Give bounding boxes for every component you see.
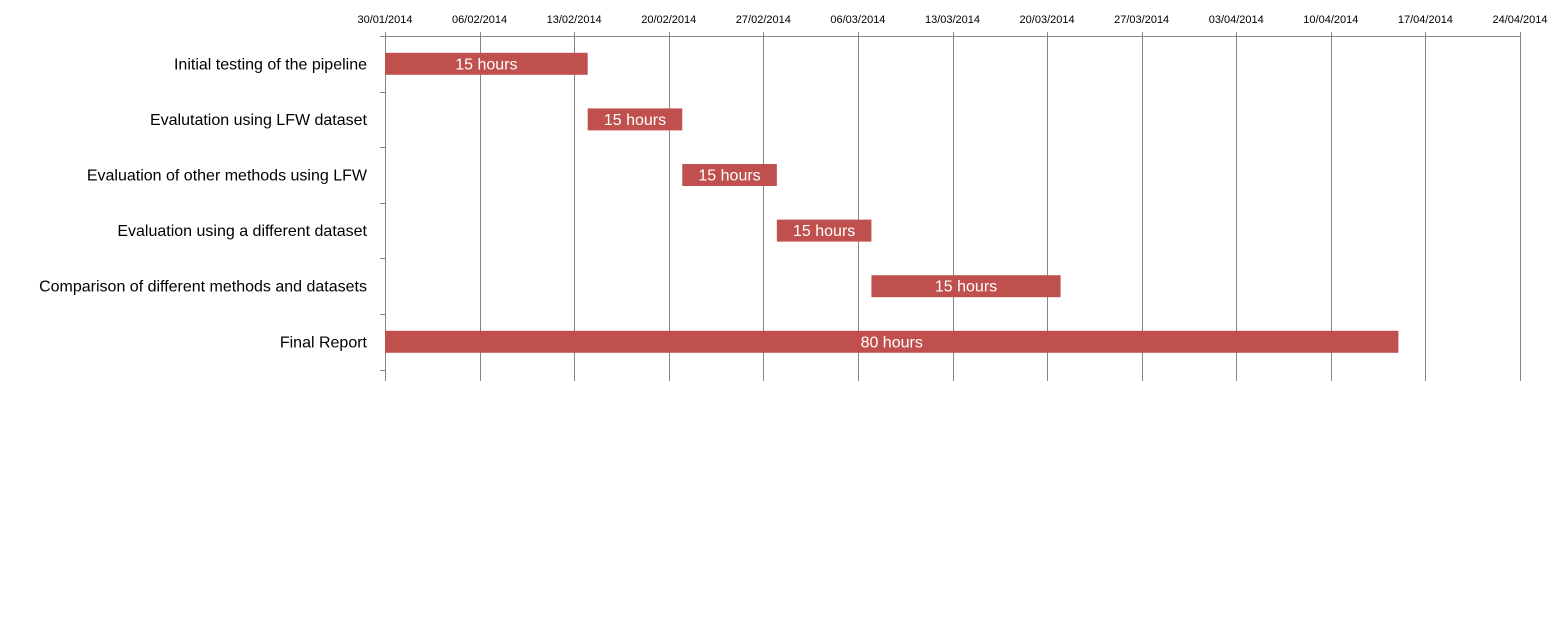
x-tick-label: 27/02/2014 <box>736 14 791 26</box>
task-bar <box>776 219 872 242</box>
task-name-label: Evalutation using LFW dataset <box>150 112 368 129</box>
task-name-label: Comparison of different methods and data… <box>39 279 367 296</box>
task-bar <box>385 330 1399 353</box>
bar-data-label: 15 hours <box>935 279 997 296</box>
x-tick-label: 13/02/2014 <box>547 14 602 26</box>
x-tick-label: 17/04/2014 <box>1398 14 1453 26</box>
task-name-label: Final Report <box>280 334 368 351</box>
task-bar <box>385 52 588 75</box>
bar-data-label: 15 hours <box>793 223 855 240</box>
x-tick-label: 20/03/2014 <box>1020 14 1075 26</box>
x-tick-label: 24/04/2014 <box>1492 14 1547 26</box>
task-name-label: Evaluation of other methods using LFW <box>87 168 368 185</box>
task-bar <box>682 164 777 186</box>
bar-data-label: 15 hours <box>604 112 666 129</box>
bar-data-label: 80 hours <box>861 334 923 351</box>
task-name-label: Initial testing of the pipeline <box>174 56 367 73</box>
task-bar <box>871 275 1061 298</box>
x-tick-label: 30/01/2014 <box>357 14 412 26</box>
x-tick-label: 10/04/2014 <box>1303 14 1358 26</box>
x-tick-label: 20/02/2014 <box>641 14 696 26</box>
x-tick-label: 13/03/2014 <box>925 14 980 26</box>
task-bar <box>587 108 683 131</box>
x-tick-label: 06/03/2014 <box>830 14 885 26</box>
x-tick-label: 06/02/2014 <box>452 14 507 26</box>
x-tick-label: 03/04/2014 <box>1209 14 1264 26</box>
task-name-label: Evaluation using a different dataset <box>117 223 367 240</box>
bar-data-label: 15 hours <box>455 56 517 73</box>
bar-data-label: 15 hours <box>698 168 760 185</box>
x-tick-label: 27/03/2014 <box>1114 14 1169 26</box>
